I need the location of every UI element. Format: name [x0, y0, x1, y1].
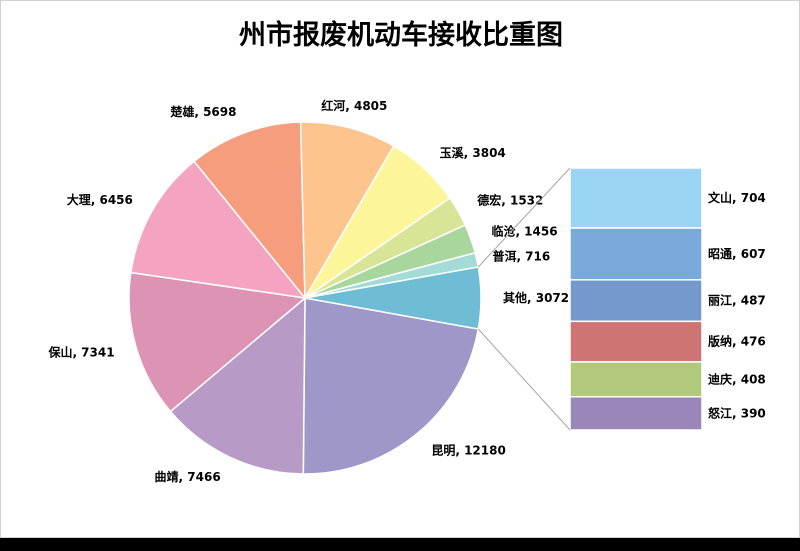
connector-line-top: [477, 167, 571, 268]
pie-slice-红河: [299, 121, 395, 301]
slice-label-红河: 红河, 4805: [321, 98, 387, 113]
bar-segment-版纳: [569, 320, 703, 363]
slice-label-玉溪: 玉溪, 3804: [440, 145, 506, 160]
bar-segment-文山: [569, 167, 703, 229]
pie-slice-昆明: [302, 297, 480, 475]
pie-slice-大理: [130, 160, 307, 300]
pie-slice-曲靖: [169, 296, 306, 475]
bar-segment-昭通: [569, 227, 703, 281]
bar-label-文山: 文山, 704: [708, 190, 766, 205]
bar-segment-丽江: [569, 279, 703, 323]
slice-label-德宏: 德宏, 1532: [477, 192, 543, 207]
bar-label-昭通: 昭通, 607: [708, 246, 766, 261]
pie-slice-其他: [304, 266, 482, 330]
bottom-bar: [0, 538, 800, 551]
slice-label-大理: 大理, 6456: [67, 192, 133, 207]
slice-label-曲靖: 曲靖, 7466: [155, 469, 221, 484]
pie-slice-保山: [128, 271, 307, 413]
bar-label-迪庆: 迪庆, 408: [708, 371, 766, 386]
chart-title: 州市报废机动车接收比重图: [239, 20, 563, 51]
pie-slice-楚雄: [193, 121, 306, 301]
slice-label-昆明: 昆明, 12180: [431, 443, 506, 457]
slice-label-临沧: 临沧, 1456: [491, 223, 557, 238]
slice-label-保山: 保山, 7341: [47, 344, 114, 359]
bar-segment-怒江: [569, 395, 703, 431]
slice-label-其他: 其他, 3072: [503, 290, 569, 305]
bar-label-怒江: 怒江, 390: [708, 405, 766, 420]
connector-line-bottom: [477, 328, 571, 431]
bar-of-pie-chart: 昆明, 12180 曲靖, 7466 保山, 7341 大理, 6456 楚雄, 569…: [47, 98, 766, 484]
bar-segment-迪庆: [569, 361, 703, 398]
bar-label-版纳: 版纳, 476: [708, 334, 766, 349]
slice-label-普洱: 普洱, 716: [492, 248, 550, 263]
bar-label-丽江: 丽江, 487: [708, 293, 766, 308]
slice-label-楚雄: 楚雄, 5698: [169, 104, 236, 119]
